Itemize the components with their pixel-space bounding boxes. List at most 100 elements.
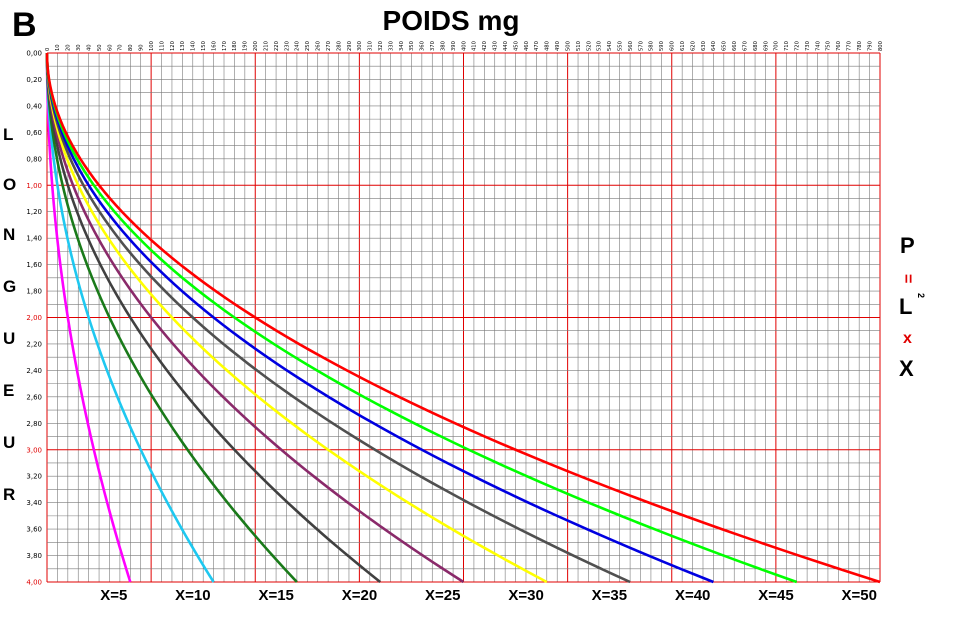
x-tick-label: 130 [180,41,186,51]
series-line-x-15 [45,52,298,583]
y-tick-label: 2,00 [26,314,42,322]
y-tick-label: 1,20 [26,208,42,216]
y-axis-label: L O N G U E U R [3,125,16,504]
x-tick-label: 110 [159,41,165,51]
y-tick-label: 4,00 [26,579,42,587]
x-tick-label: 570 [638,41,644,51]
x-tick-label: 610 [680,41,686,51]
x-tick-label: 480 [545,41,551,51]
x-tick-label: 540 [607,41,613,51]
x-tick-label: 800 [878,41,884,51]
x-tick-label: 270 [326,41,332,51]
x-tick-label: 740 [815,41,821,51]
x-tick-label: 430 [493,41,499,51]
x-tick-label: 730 [805,41,811,51]
x-tick-label: 460 [524,41,530,51]
y-tick-label: 0,60 [26,129,42,137]
x-tick-label: 640 [711,41,717,51]
x-tick-label: 380 [440,41,446,51]
x-tick-label: 720 [795,41,801,51]
x-tick-label: 620 [690,41,696,51]
y-tick-label: 1,00 [26,182,42,190]
y-tick-label: 0,20 [26,76,42,84]
series-labels: X=5 X=10 X=15 X=20 X=25 X=30 X=35 X=40 X=45 X=50 [100,587,877,604]
y-tick-label: 2,80 [26,420,42,428]
formula-p: P [900,233,915,258]
formula-equals: = [899,274,916,283]
x-tick-label: 170 [222,41,228,51]
x-tick-label: 340 [399,41,405,51]
x-tick-label: 60 [107,44,113,51]
x-tick-label: 560 [628,41,634,51]
series-lines [45,52,881,584]
x-tick-label: 40 [86,44,92,51]
ylabel-letter: U [3,433,15,452]
x-tick-label: 160 [211,41,217,51]
x-tick-label: 220 [274,41,280,51]
y-tick-label: 2,60 [26,393,42,401]
x-tick-label: 770 [847,41,853,51]
x-tick-label: 240 [295,41,301,51]
x-tick-label: 470 [534,41,540,51]
x-tick-label: 250 [305,41,311,51]
series-label-x-50: X=50 [842,587,877,604]
x-tick-label: 450 [513,41,519,51]
series-label-x-25: X=25 [425,587,460,604]
series-line-x-35 [45,52,631,584]
y-tick-label: 0,80 [26,155,42,163]
series-label-x-5: X=5 [100,587,127,604]
x-tick-label: 190 [243,41,249,51]
x-tick-label: 710 [784,41,790,51]
ylabel-letter: N [3,225,15,244]
formula-x: X [899,356,914,381]
y-tick-label: 0,40 [26,102,42,110]
y-tick-label: 1,60 [26,261,42,269]
formula-l: L [899,294,912,319]
x-tick-label: 390 [451,41,457,51]
y-tick-label: 2,40 [26,367,42,375]
x-tick-label: 80 [128,44,134,51]
x-tick-label: 750 [826,41,832,51]
x-tick-label: 320 [378,41,384,51]
y-tick-label: 3,00 [26,446,42,454]
x-tick-label: 300 [357,41,363,51]
x-tick-label: 660 [732,41,738,51]
x-tick-label: 700 [774,41,780,51]
y-tick-label: 3,40 [26,499,42,507]
x-tick-label: 410 [472,41,478,51]
x-tick-label: 370 [430,41,436,51]
series-line-x-45 [45,52,798,584]
x-tick-label: 20 [66,44,72,51]
ylabel-letter: O [3,175,16,194]
x-tick-label: 280 [336,41,342,51]
x-tick-label: 180 [232,41,238,51]
y-tick-label: 0,00 [26,50,42,58]
series-line-x-40 [45,52,714,584]
panel-letter: B [12,6,37,44]
y-tick-label: 3,20 [26,473,42,481]
y-tick-labels: 0,00 0,20 0,40 0,60 0,80 1,00 1,20 1,40 1,60 1,80… [26,50,42,587]
ylabel-letter: E [3,381,14,400]
x-tick-label: 420 [482,41,488,51]
x-tick-label: 400 [461,41,467,51]
series-label-x-10: X=10 [175,587,210,604]
x-tick-label: 210 [263,41,269,51]
x-tick-label: 230 [284,41,290,51]
x-tick-label: 0 [45,48,51,51]
x-tick-label: 780 [857,41,863,51]
x-tick-label: 760 [836,41,842,51]
x-tick-label: 150 [201,41,207,51]
x-tick-label: 500 [565,41,571,51]
formula-exponent: 2 [916,293,926,298]
formula-times: x [903,330,912,347]
x-tick-label: 510 [576,41,582,51]
ylabel-letter: U [3,329,15,348]
x-tick-label: 600 [670,41,676,51]
x-tick-label: 690 [763,41,769,51]
x-tick-label: 100 [149,41,155,51]
series-line-x-10 [45,52,215,583]
x-tick-label: 140 [191,41,197,51]
x-tick-label: 260 [316,41,322,51]
x-tick-label: 310 [368,41,374,51]
